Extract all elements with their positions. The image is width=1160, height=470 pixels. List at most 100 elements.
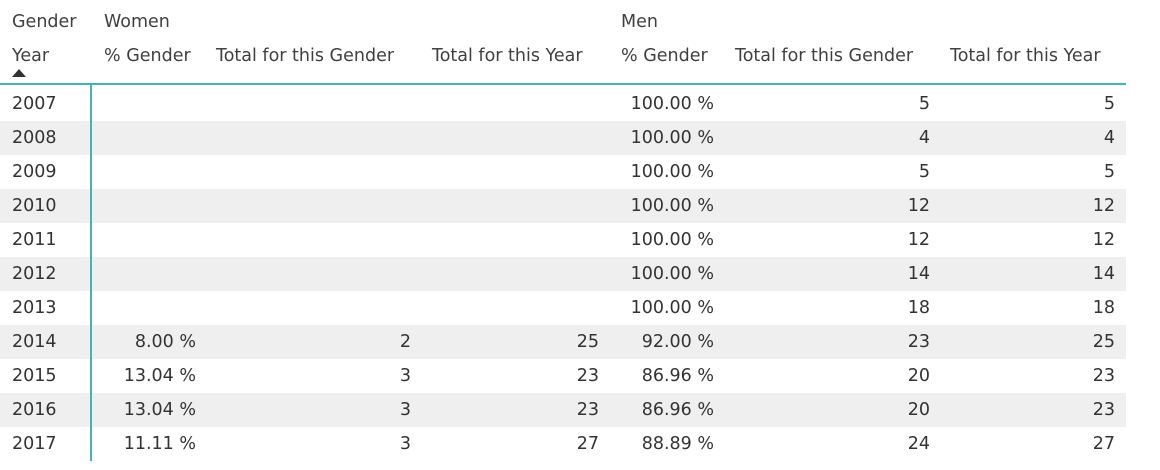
cell-men-pct-gender: 100.00 %: [630, 94, 714, 114]
cell-men-pct-gender: 100.00 %: [630, 230, 714, 250]
cell-men-total-gender: 20: [907, 400, 930, 420]
cell-women-total-gender: 3: [399, 366, 411, 386]
cell-women-pct-gender: 13.04 %: [123, 366, 196, 386]
header-men-total-gender[interactable]: Total for this Gender: [735, 46, 914, 66]
cell-men-total-gender: 4: [918, 128, 930, 148]
cell-year: 2017: [12, 434, 57, 454]
table-row[interactable]: 2013 100.00 % 18 18: [0, 291, 1126, 325]
cell-men-pct-gender: 88.89 %: [641, 434, 714, 454]
cell-men-total-year: 27: [1092, 434, 1115, 454]
table-row[interactable]: 2009 100.00 % 5 5: [0, 155, 1126, 189]
cell-women-pct-gender: [96, 155, 196, 189]
cell-women-total-gender: [311, 257, 411, 291]
column-header-gender: Gender: [12, 12, 77, 32]
table-row[interactable]: 2012 100.00 % 14 14: [0, 257, 1126, 291]
cell-women-total-year: 25: [576, 332, 599, 352]
cell-women-total-year: [499, 291, 599, 325]
cell-men-pct-gender: 92.00 %: [641, 332, 714, 352]
header-women-total-year[interactable]: Total for this Year: [432, 46, 583, 66]
row-header-year[interactable]: Year: [12, 46, 50, 66]
cell-year: 2009: [12, 162, 57, 182]
cell-women-total-gender: [311, 87, 411, 121]
cell-year: 2008: [12, 128, 57, 148]
cell-women-total-year: [499, 121, 599, 155]
cell-men-pct-gender: 100.00 %: [630, 196, 714, 216]
cell-men-pct-gender: 100.00 %: [630, 298, 714, 318]
cell-women-pct-gender: 13.04 %: [123, 400, 196, 420]
table-row[interactable]: 2016 13.04 % 3 23 86.96 % 20 23: [0, 393, 1126, 427]
header-women-total-gender[interactable]: Total for this Gender: [216, 46, 395, 66]
header-men-pct-gender[interactable]: % Gender: [621, 46, 708, 66]
table-row[interactable]: 2011 100.00 % 12 12: [0, 223, 1126, 257]
cell-year: 2007: [12, 94, 57, 114]
cell-men-total-year: 5: [1103, 94, 1115, 114]
cell-women-total-year: 27: [576, 434, 599, 454]
cell-women-pct-gender: [96, 257, 196, 291]
column-group-men[interactable]: Men: [621, 12, 658, 32]
cell-men-total-year: 12: [1092, 230, 1115, 250]
table-row[interactable]: 2014 8.00 % 2 25 92.00 % 23 25: [0, 325, 1126, 359]
cell-men-total-gender: 12: [907, 196, 930, 216]
cell-women-total-gender: 3: [399, 400, 411, 420]
cell-women-total-year: 23: [576, 366, 599, 386]
cell-men-pct-gender: 100.00 %: [630, 162, 714, 182]
cell-women-pct-gender: [96, 189, 196, 223]
header-men-total-year[interactable]: Total for this Year: [950, 46, 1101, 66]
cell-men-pct-gender: 100.00 %: [630, 128, 714, 148]
column-group-women[interactable]: Women: [104, 12, 170, 32]
table-row[interactable]: 2010 100.00 % 12 12: [0, 189, 1126, 223]
cell-men-total-year: 5: [1103, 162, 1115, 182]
cell-women-pct-gender: [96, 223, 196, 257]
cell-women-total-year: [499, 155, 599, 189]
cell-men-total-gender: 20: [907, 366, 930, 386]
cell-women-pct-gender: 11.11 %: [123, 434, 196, 454]
cell-women-total-gender: [311, 155, 411, 189]
cell-year: 2015: [12, 366, 57, 386]
cell-women-total-year: [499, 189, 599, 223]
cell-year: 2012: [12, 264, 57, 284]
cell-men-total-gender: 5: [918, 162, 930, 182]
cell-women-total-year: 23: [576, 400, 599, 420]
cell-men-total-gender: 12: [907, 230, 930, 250]
cell-women-total-gender: [311, 223, 411, 257]
cell-men-total-gender: 18: [907, 298, 930, 318]
cell-women-pct-gender: [96, 87, 196, 121]
cell-women-pct-gender: [96, 291, 196, 325]
cell-men-total-gender: 23: [907, 332, 930, 352]
cell-year: 2011: [12, 230, 57, 250]
row-header-divider: [90, 85, 92, 461]
cell-women-total-gender: [311, 291, 411, 325]
cell-women-total-gender: 3: [399, 434, 411, 454]
sort-ascending-icon[interactable]: [12, 69, 26, 77]
header-women-pct-gender[interactable]: % Gender: [104, 46, 191, 66]
table-row[interactable]: 2015 13.04 % 3 23 86.96 % 20 23: [0, 359, 1126, 393]
table-row[interactable]: 2017 11.11 % 3 27 88.89 % 24 27: [0, 427, 1126, 461]
cell-women-pct-gender: 8.00 %: [134, 332, 196, 352]
cell-men-total-gender: 14: [907, 264, 930, 284]
cell-women-total-gender: [311, 189, 411, 223]
table-row[interactable]: 2007 100.00 % 5 5: [0, 87, 1126, 121]
cell-men-total-year: 18: [1092, 298, 1115, 318]
table-row[interactable]: 2008 100.00 % 4 4: [0, 121, 1126, 155]
cell-men-total-year: 14: [1092, 264, 1115, 284]
cell-men-pct-gender: 100.00 %: [630, 264, 714, 284]
cell-women-total-gender: 2: [399, 332, 411, 352]
header-divider: [0, 83, 1126, 85]
cell-men-total-year: 23: [1092, 400, 1115, 420]
cell-year: 2014: [12, 332, 57, 352]
cell-women-total-year: [499, 87, 599, 121]
cell-men-total-gender: 24: [907, 434, 930, 454]
cell-women-total-year: [499, 223, 599, 257]
cell-year: 2013: [12, 298, 57, 318]
cell-men-total-year: 23: [1092, 366, 1115, 386]
cell-women-total-gender: [311, 121, 411, 155]
cell-men-pct-gender: 86.96 %: [641, 366, 714, 386]
cell-men-total-year: 4: [1103, 128, 1115, 148]
cell-men-total-year: 25: [1092, 332, 1115, 352]
cell-men-total-gender: 5: [918, 94, 930, 114]
cell-men-total-year: 12: [1092, 196, 1115, 216]
cell-year: 2010: [12, 196, 57, 216]
cell-women-total-year: [499, 257, 599, 291]
cell-year: 2016: [12, 400, 57, 420]
